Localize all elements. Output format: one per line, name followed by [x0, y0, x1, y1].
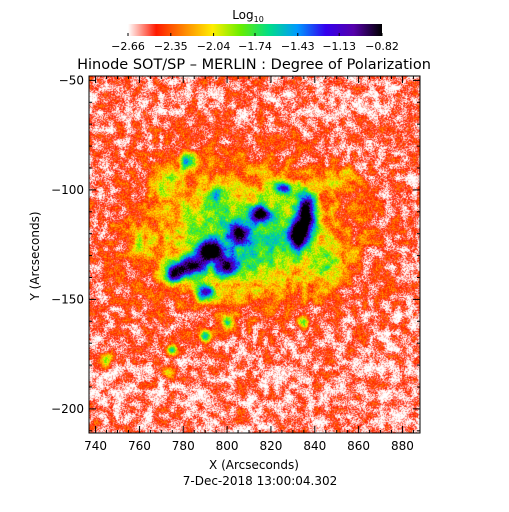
x-tick-label: 880 [391, 439, 414, 453]
x-axis-label: X (Arcseconds) [209, 458, 299, 472]
y-tick-label: −100 [51, 183, 84, 197]
x-tick-label: 740 [84, 439, 107, 453]
colorbar: Log10 −2.66 −2.35 −2.04 −1.74 −1.43 −1.13 −0.8… [111, 8, 399, 53]
colorbar-tick-label: −2.04 [197, 40, 231, 53]
y-tick-label: −200 [51, 402, 84, 416]
colorbar-label: Log10 [232, 8, 264, 24]
date-label: 7-Dec-2018 13:00:04.302 [183, 474, 337, 488]
colorbar-tick-label: −0.82 [365, 40, 399, 53]
y-tick-label: −150 [51, 292, 84, 306]
colorbar-label-subscript: 10 [254, 15, 264, 24]
y-axis-label: Y (Arcseconds) [28, 211, 42, 301]
colorbar-tick-label: −1.13 [322, 40, 356, 53]
plot-frame [88, 75, 421, 434]
colorbar-tick-label: −1.74 [238, 40, 272, 53]
x-tick-label: 840 [303, 439, 326, 453]
x-tick-label: 820 [259, 439, 282, 453]
x-tick-label: 760 [128, 439, 151, 453]
heatmap-plot [88, 75, 421, 434]
colorbar-strip [128, 24, 382, 36]
colorbar-ticks: −2.66 −2.35 −2.04 −1.74 −1.43 −1.13 −0.82 [111, 33, 399, 53]
colorbar-label-base: Log [232, 8, 253, 22]
y-axis: −50 −100 −150 −200 [51, 73, 420, 432]
colorbar-tick-label: −1.43 [281, 40, 315, 53]
x-tick-label: 780 [172, 439, 195, 453]
chart-title: Hinode SOT/SP – MERLIN : Degree of Polar… [77, 57, 431, 73]
heatmap-image [89, 76, 420, 433]
x-tick-label: 860 [347, 439, 370, 453]
x-tick-label: 800 [216, 439, 239, 453]
colorbar-tick-label: −2.66 [111, 40, 145, 53]
colorbar-tick-label: −2.35 [154, 40, 188, 53]
x-axis: 740 760 780 800 820 840 860 880 [84, 76, 414, 453]
y-tick-label: −50 [59, 73, 84, 87]
